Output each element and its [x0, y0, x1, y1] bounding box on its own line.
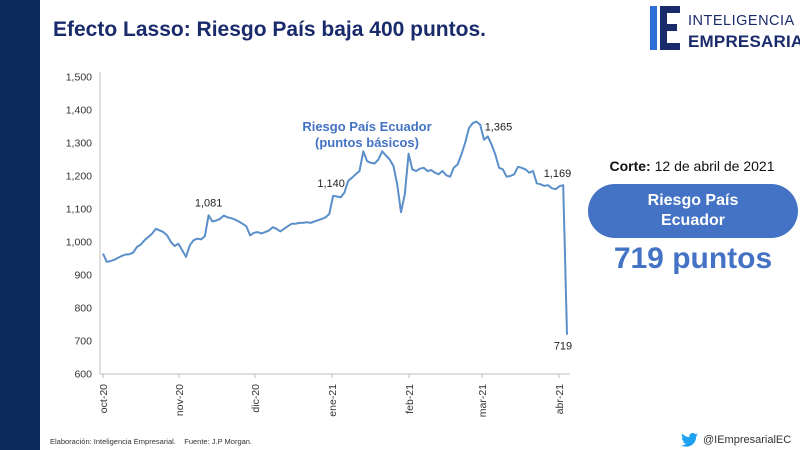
series-label: (puntos básicos) [315, 135, 419, 150]
logo-ie-icon [650, 6, 680, 50]
y-tick-label: 1,200 [66, 171, 92, 183]
pill-label: Riesgo País Ecuador [647, 192, 739, 229]
y-tick-label: 600 [74, 369, 92, 381]
y-tick-label: 700 [74, 336, 92, 348]
corte-date-text: Corte: 12 de abril de 2021 [592, 158, 792, 174]
data-label: 1,081 [195, 197, 223, 209]
left-accent-bar [0, 0, 40, 450]
series-label: Riesgo País Ecuador [302, 119, 431, 134]
y-tick-label: 1,500 [66, 72, 92, 84]
twitter-bird-icon [681, 433, 698, 447]
riesgo-pais-pill: Riesgo País Ecuador [588, 184, 798, 238]
x-tick-label: ene-21 [327, 384, 339, 417]
source-note: Elaboración: Inteligencia Empresarial. F… [50, 437, 253, 446]
logo-text-line2: EMPRESARIAL [688, 32, 800, 51]
current-value: 719 puntos [613, 242, 773, 275]
data-label: 1,365 [485, 122, 513, 134]
y-tick-label: 1,100 [66, 204, 92, 216]
data-label: 1,169 [544, 168, 572, 180]
corte-date: 12 de abril de 2021 [654, 158, 775, 174]
y-tick-label: 900 [74, 270, 92, 282]
y-tick-label: 1,000 [66, 237, 92, 249]
twitter-handle-block[interactable]: @IEmpresarialEC [681, 432, 791, 448]
x-tick-label: mar-21 [477, 384, 489, 417]
data-label: 1,140 [317, 178, 345, 190]
logo-text-line1: INTELIGENCIA [688, 13, 795, 29]
page-title: Efecto Lasso: Riesgo País baja 400 punto… [53, 18, 486, 41]
x-tick-label: abr-21 [554, 384, 566, 415]
twitter-handle: @IEmpresarialEC [703, 434, 792, 446]
x-tick-label: feb-21 [404, 384, 416, 414]
corte-label: Corte: [609, 158, 651, 174]
y-tick-label: 1,400 [66, 105, 92, 117]
y-tick-label: 800 [74, 303, 92, 315]
series-line-riesgo-pais [102, 120, 568, 335]
y-tick-label: 1,300 [66, 138, 92, 150]
x-tick-label: oct-20 [98, 384, 110, 413]
x-tick-label: dic-20 [250, 384, 262, 413]
data-label: 719 [554, 341, 572, 353]
logo: INTELIGENCIA EMPRESARIAL [648, 4, 800, 54]
x-tick-label: nov-20 [174, 384, 186, 416]
